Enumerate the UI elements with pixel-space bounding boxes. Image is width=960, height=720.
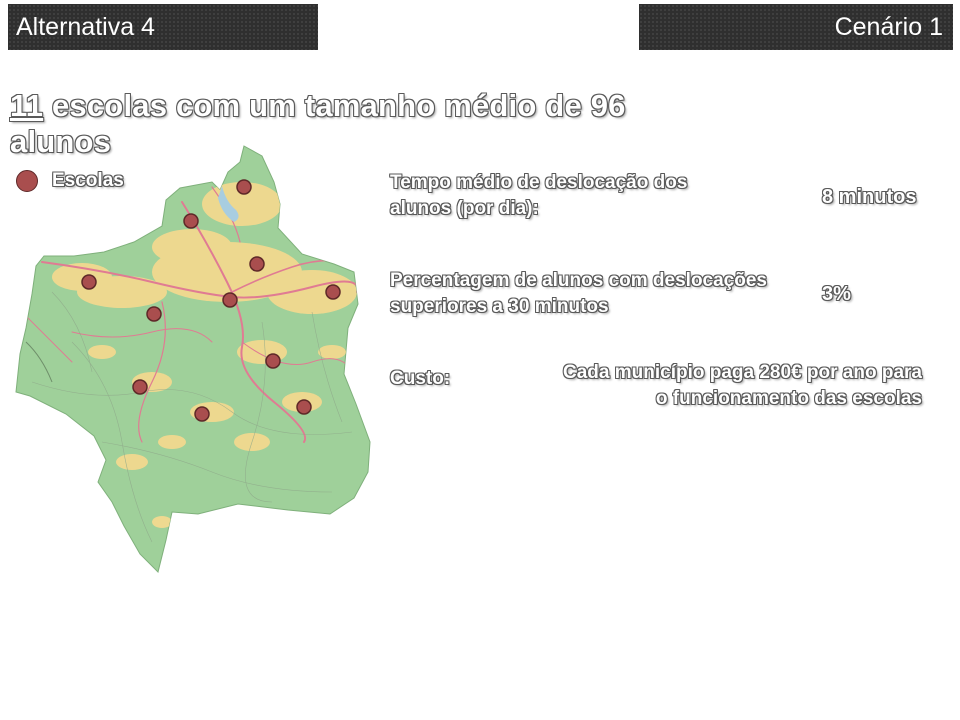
travel-time-value: 8 minutos: [822, 186, 917, 208]
scenario-text: Cenário 1: [834, 13, 943, 41]
school-marker[interactable]: [194, 406, 210, 422]
alternative-text: Alternativa 4: [16, 13, 155, 41]
long-trips-label: Percentagem de alunos com deslocações su…: [390, 270, 767, 317]
alternative-label: Alternativa 4: [8, 4, 318, 50]
roads: [21, 186, 359, 443]
river: [25, 341, 53, 383]
map-legend: Escolas: [16, 170, 124, 192]
legend-label: Escolas: [52, 170, 124, 191]
school-marker[interactable]: [222, 292, 238, 308]
school-legend-icon: [16, 170, 38, 192]
school-count: 11: [10, 88, 44, 123]
school-marker[interactable]: [146, 306, 162, 322]
long-trips-value: 3%: [822, 283, 851, 305]
minor-roads: [31, 291, 353, 543]
scenario-label: Cenário 1: [639, 4, 953, 50]
school-marker[interactable]: [265, 353, 281, 369]
school-markers: [81, 179, 341, 422]
school-marker[interactable]: [325, 284, 341, 300]
headline-rest: escolas com um tamanho médio de 96 aluno…: [10, 88, 626, 159]
headline: 11 escolas com um tamanho médio de 96 al…: [10, 88, 730, 160]
school-marker[interactable]: [249, 256, 265, 272]
cost-label: Custo:: [390, 368, 451, 389]
school-marker[interactable]: [132, 379, 148, 395]
school-marker[interactable]: [81, 274, 97, 290]
school-marker[interactable]: [183, 213, 199, 229]
school-marker[interactable]: [296, 399, 312, 415]
water-body: [218, 186, 239, 222]
travel-time-label: Tempo médio de deslocação dos alunos (po…: [390, 172, 688, 219]
school-marker[interactable]: [236, 179, 252, 195]
cost-value: Cada município paga 280€ por ano para o …: [563, 362, 922, 409]
municipality-map: [15, 145, 371, 573]
